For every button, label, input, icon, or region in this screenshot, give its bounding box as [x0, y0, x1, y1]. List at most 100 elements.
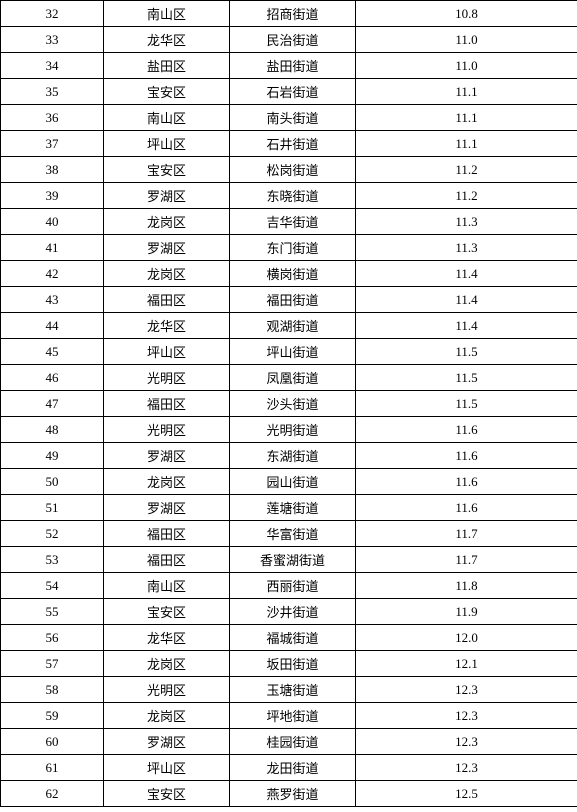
table-row: 40龙岗区吉华街道11.3 — [1, 209, 577, 235]
district-cell: 罗湖区 — [104, 495, 230, 521]
row-number-cell: 37 — [1, 131, 104, 157]
street-cell: 龙田街道 — [230, 755, 356, 781]
row-number-cell: 35 — [1, 79, 104, 105]
value-cell: 11.4 — [356, 287, 577, 313]
street-cell: 凤凰街道 — [230, 365, 356, 391]
value-cell: 12.3 — [356, 755, 577, 781]
row-number-cell: 59 — [1, 703, 104, 729]
value-cell: 12.3 — [356, 677, 577, 703]
district-cell: 罗湖区 — [104, 729, 230, 755]
table-row: 58光明区玉塘街道12.3 — [1, 677, 577, 703]
value-cell: 11.4 — [356, 313, 577, 339]
table-row: 54南山区西丽街道11.8 — [1, 573, 577, 599]
street-cell: 民治街道 — [230, 27, 356, 53]
district-cell: 宝安区 — [104, 599, 230, 625]
table-row: 42龙岗区横岗街道11.4 — [1, 261, 577, 287]
value-cell: 11.8 — [356, 573, 577, 599]
table-row: 35宝安区石岩街道11.1 — [1, 79, 577, 105]
table-row: 36南山区南头街道11.1 — [1, 105, 577, 131]
street-cell: 坂田街道 — [230, 651, 356, 677]
row-number-cell: 50 — [1, 469, 104, 495]
district-cell: 盐田区 — [104, 53, 230, 79]
row-number-cell: 39 — [1, 183, 104, 209]
district-cell: 龙岗区 — [104, 209, 230, 235]
value-cell: 11.1 — [356, 79, 577, 105]
row-number-cell: 32 — [1, 1, 104, 27]
street-cell: 玉塘街道 — [230, 677, 356, 703]
district-cell: 龙岗区 — [104, 261, 230, 287]
street-cell: 坪山街道 — [230, 339, 356, 365]
table-row: 44龙华区观湖街道11.4 — [1, 313, 577, 339]
district-cell: 福田区 — [104, 391, 230, 417]
table-row: 51罗湖区莲塘街道11.6 — [1, 495, 577, 521]
value-cell: 11.5 — [356, 339, 577, 365]
table-row: 43福田区福田街道11.4 — [1, 287, 577, 313]
table-row: 41罗湖区东门街道11.3 — [1, 235, 577, 261]
street-cell: 横岗街道 — [230, 261, 356, 287]
street-cell: 莲塘街道 — [230, 495, 356, 521]
street-cell: 燕罗街道 — [230, 781, 356, 807]
row-number-cell: 41 — [1, 235, 104, 261]
table-row: 33龙华区民治街道11.0 — [1, 27, 577, 53]
row-number-cell: 33 — [1, 27, 104, 53]
value-cell: 11.2 — [356, 183, 577, 209]
value-cell: 12.5 — [356, 781, 577, 807]
district-cell: 龙华区 — [104, 313, 230, 339]
district-cell: 罗湖区 — [104, 443, 230, 469]
value-cell: 11.3 — [356, 209, 577, 235]
table-row: 37坪山区石井街道11.1 — [1, 131, 577, 157]
row-number-cell: 40 — [1, 209, 104, 235]
district-cell: 宝安区 — [104, 781, 230, 807]
value-cell: 11.2 — [356, 157, 577, 183]
district-cell: 龙岗区 — [104, 703, 230, 729]
street-cell: 盐田街道 — [230, 53, 356, 79]
row-number-cell: 42 — [1, 261, 104, 287]
street-cell: 南头街道 — [230, 105, 356, 131]
row-number-cell: 57 — [1, 651, 104, 677]
street-cell: 松岗街道 — [230, 157, 356, 183]
street-cell: 福田街道 — [230, 287, 356, 313]
street-cell: 坪地街道 — [230, 703, 356, 729]
table-row: 47福田区沙头街道11.5 — [1, 391, 577, 417]
table-body: 32南山区招商街道10.833龙华区民治街道11.034盐田区盐田街道11.03… — [1, 1, 577, 807]
street-cell: 东门街道 — [230, 235, 356, 261]
street-cell: 石岩街道 — [230, 79, 356, 105]
row-number-cell: 34 — [1, 53, 104, 79]
value-cell: 11.6 — [356, 469, 577, 495]
street-cell: 招商街道 — [230, 1, 356, 27]
row-number-cell: 48 — [1, 417, 104, 443]
district-cell: 坪山区 — [104, 131, 230, 157]
street-cell: 东晓街道 — [230, 183, 356, 209]
row-number-cell: 60 — [1, 729, 104, 755]
district-cell: 宝安区 — [104, 79, 230, 105]
district-cell: 福田区 — [104, 547, 230, 573]
row-number-cell: 62 — [1, 781, 104, 807]
value-cell: 11.6 — [356, 417, 577, 443]
district-cell: 光明区 — [104, 417, 230, 443]
table-row: 50龙岗区园山街道11.6 — [1, 469, 577, 495]
table-row: 62宝安区燕罗街道12.5 — [1, 781, 577, 807]
value-cell: 12.3 — [356, 703, 577, 729]
table-row: 39罗湖区东晓街道11.2 — [1, 183, 577, 209]
district-cell: 福田区 — [104, 287, 230, 313]
street-cell: 园山街道 — [230, 469, 356, 495]
street-cell: 东湖街道 — [230, 443, 356, 469]
value-cell: 11.1 — [356, 131, 577, 157]
value-cell: 12.3 — [356, 729, 577, 755]
table-row: 61坪山区龙田街道12.3 — [1, 755, 577, 781]
district-cell: 南山区 — [104, 105, 230, 131]
row-number-cell: 38 — [1, 157, 104, 183]
table-row: 45坪山区坪山街道11.5 — [1, 339, 577, 365]
value-cell: 11.3 — [356, 235, 577, 261]
street-cell: 桂园街道 — [230, 729, 356, 755]
value-cell: 11.0 — [356, 27, 577, 53]
district-cell: 龙华区 — [104, 625, 230, 651]
street-cell: 吉华街道 — [230, 209, 356, 235]
district-cell: 南山区 — [104, 573, 230, 599]
value-cell: 11.0 — [356, 53, 577, 79]
row-number-cell: 51 — [1, 495, 104, 521]
value-cell: 11.5 — [356, 365, 577, 391]
table-row: 34盐田区盐田街道11.0 — [1, 53, 577, 79]
table-row: 32南山区招商街道10.8 — [1, 1, 577, 27]
district-cell: 罗湖区 — [104, 235, 230, 261]
